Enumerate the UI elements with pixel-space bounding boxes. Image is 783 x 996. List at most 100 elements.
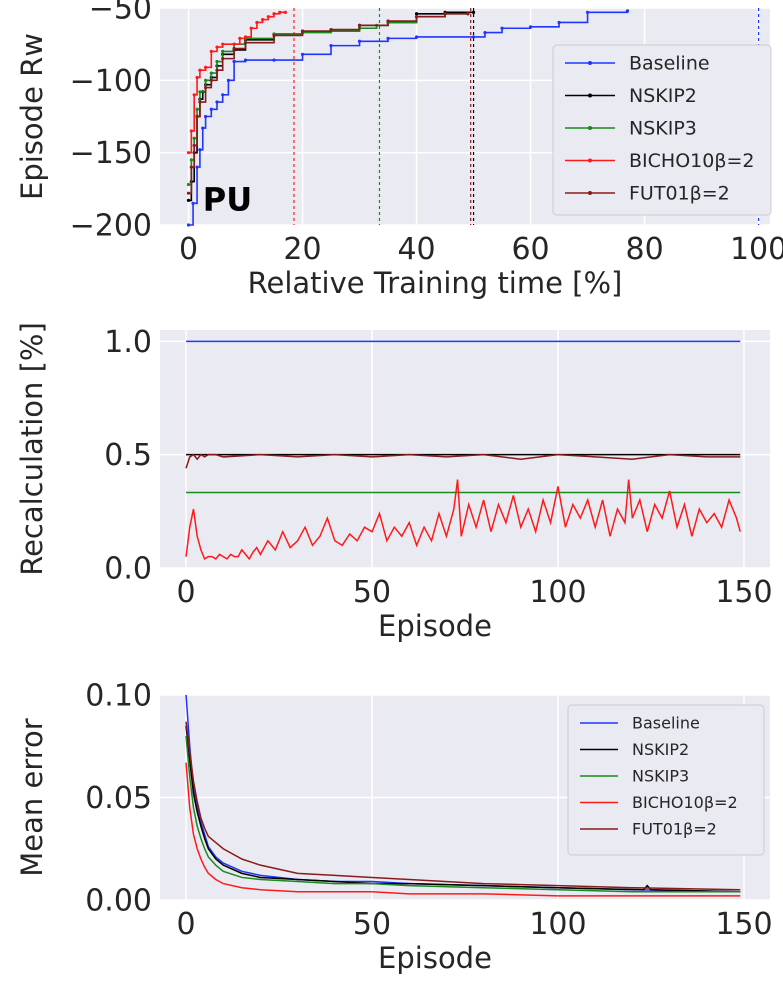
legend-label: NSKIP3 (632, 767, 689, 786)
x-axis-label: Episode (378, 609, 492, 643)
x-axis-label: Episode (378, 941, 492, 975)
data-point (215, 68, 219, 72)
data-point (191, 201, 195, 205)
legend-box (552, 44, 772, 216)
legend-label: BICHO10β=2 (629, 150, 754, 172)
y-tick-label: −100 (70, 64, 152, 99)
data-point (243, 41, 248, 45)
series-group (185, 340, 741, 561)
series-line (185, 725, 741, 893)
legend-label: BICHO10β=2 (632, 793, 738, 812)
chart-panel-1: −200 −150 −100 −50 0 20 40 60 80 100 Relative Trai… (15, 0, 783, 300)
y-tick-label: 0.10 (85, 679, 152, 714)
data-point (195, 165, 199, 169)
y-tick-label: −50 (89, 0, 152, 27)
data-point (192, 143, 196, 148)
data-point (249, 26, 253, 30)
y-tick-label: −200 (70, 209, 152, 244)
legend-marker (588, 191, 592, 195)
legend: Baseline NSKIP2 NSKIP3 BICHO10β=2 FUT01β=2 (552, 44, 772, 216)
series-line (185, 762, 741, 897)
data-point (243, 35, 248, 39)
y-tick-label: 1.0 (104, 325, 152, 360)
data-point (471, 10, 476, 14)
data-point (215, 45, 219, 49)
y-tick-label: 0.5 (104, 438, 152, 473)
x-tick-label: 0 (176, 907, 195, 942)
legend-marker (588, 126, 592, 130)
data-point (283, 10, 288, 14)
data-point (266, 15, 270, 19)
data-point (466, 12, 470, 16)
data-point (300, 29, 305, 33)
legend: Baseline NSKIP2 NSKIP3 BICHO10β=2 FUT01β=2 (567, 704, 765, 856)
x-axis-label: Relative Training time [%] (248, 266, 623, 300)
data-point (186, 223, 191, 227)
legend-label: NSKIP2 (632, 740, 689, 759)
data-point (471, 35, 476, 39)
data-point (272, 12, 276, 16)
annotation-label: PU (203, 181, 252, 219)
data-point (557, 20, 561, 25)
data-point (209, 71, 213, 75)
x-tick-label: 60 (511, 232, 549, 267)
data-point (386, 19, 390, 23)
data-point (357, 39, 362, 43)
data-point (255, 20, 259, 25)
legend-label: Baseline (629, 53, 710, 75)
x-tick-label: 50 (353, 907, 391, 942)
x-tick-label: 100 (529, 575, 586, 610)
x-tick-label: 50 (353, 575, 391, 610)
data-point (195, 75, 199, 80)
y-axis-label: Mean error (15, 718, 49, 877)
data-point (195, 114, 199, 119)
legend-marker (588, 61, 592, 65)
data-point (209, 78, 213, 82)
data-point (329, 28, 333, 32)
data-point (500, 26, 504, 30)
data-point (192, 136, 196, 140)
legend-marker (588, 158, 592, 163)
data-point (198, 68, 202, 72)
data-point (329, 44, 333, 48)
data-point (201, 126, 205, 130)
data-point (300, 52, 305, 56)
series-group (185, 694, 741, 897)
data-point (186, 191, 191, 195)
y-tick-label: 0.05 (85, 781, 152, 816)
data-point (625, 9, 630, 13)
data-point (189, 158, 193, 162)
data-point (204, 65, 208, 69)
x-tick-label: 100 (730, 232, 783, 267)
y-axis-label: Recalculation [%] (15, 322, 49, 576)
data-point (243, 58, 248, 62)
data-point (215, 100, 219, 104)
data-point (414, 15, 419, 19)
data-point (204, 85, 208, 90)
data-point (232, 59, 236, 64)
x-tick-label: 100 (529, 907, 586, 942)
y-tick-label: −150 (70, 136, 152, 171)
data-point (221, 57, 225, 61)
data-point (186, 151, 191, 155)
data-point (483, 30, 487, 35)
data-point (261, 17, 265, 22)
y-tick-label: 0.0 (104, 552, 152, 587)
data-point (232, 46, 236, 51)
legend-label: Baseline (632, 714, 700, 733)
data-point (195, 107, 199, 111)
series-line (185, 735, 741, 893)
data-point (226, 78, 231, 82)
data-point (386, 36, 390, 40)
data-point (221, 49, 225, 54)
data-point (198, 90, 202, 94)
data-point (192, 93, 196, 97)
data-point (189, 165, 193, 169)
chart-panel-3: 0.00 0.05 0.10 0 50 100 150 Episode Mean error Ba… (15, 679, 773, 976)
data-point (204, 78, 208, 82)
data-point (215, 59, 219, 64)
series-line (188, 12, 468, 194)
data-point (585, 10, 590, 14)
legend-marker (588, 93, 592, 98)
